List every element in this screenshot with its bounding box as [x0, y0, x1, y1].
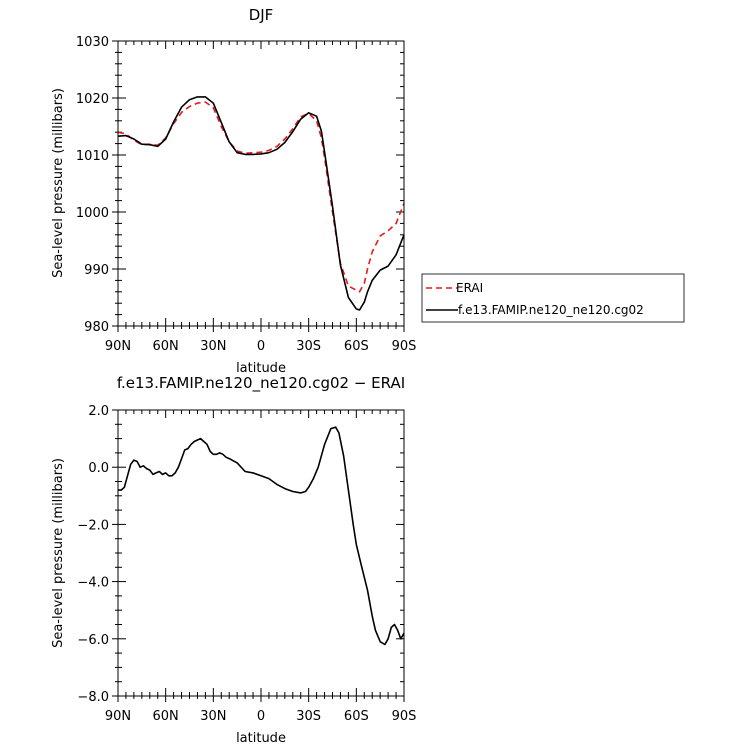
chart-title-bottom: f.e13.FAMIP.ne120_ne120.cg02 − ERAI: [117, 374, 405, 393]
x-axis-label-bottom: latitude: [236, 731, 286, 746]
y-tick-label: −8.0: [77, 690, 109, 705]
x-tick-label: 90N: [105, 709, 131, 724]
y-tick-label: −4.0: [77, 576, 109, 591]
series-line-top-0: [117, 101, 405, 293]
legend-label-model: f.e13.FAMIP.ne120_ne120.cg02: [458, 303, 644, 317]
legend: ERAI f.e13.FAMIP.ne120_ne120.cg02: [421, 273, 685, 323]
x-tick-label: 60N: [153, 709, 179, 724]
chart-title-top: DJF: [249, 6, 274, 24]
y-tick-label: −6.0: [77, 633, 109, 648]
axis-ticks-bottom: [112, 409, 405, 702]
x-tick-label: 0: [257, 339, 265, 354]
x-tick-label: 30S: [296, 709, 321, 724]
x-tick-label: 90S: [392, 709, 417, 724]
x-tick-label: 90S: [392, 339, 417, 354]
plot-frame-top: [117, 40, 405, 327]
x-tick-label: 30N: [200, 709, 226, 724]
y-tick-label: 1030: [76, 35, 109, 50]
y-tick-label: 1010: [76, 149, 109, 164]
series-line-top-1: [117, 96, 405, 311]
x-tick-labels-bottom: 90N 60N 30N 0 30S 60S 90S: [105, 709, 417, 724]
x-tick-labels-top: 90N 60N 30N 0 30S 60S 90S: [105, 339, 417, 354]
x-tick-label: 60S: [344, 709, 369, 724]
x-tick-label: 60N: [153, 339, 179, 354]
y-axis-label-bottom: Sea-level pressure (millibars): [51, 458, 66, 648]
y-tick-label: 1000: [76, 206, 109, 221]
series-line-bottom-0: [118, 426, 405, 646]
axis-ticks-top: [112, 40, 405, 332]
x-tick-label: 30N: [200, 339, 226, 354]
y-tick-labels-top: 980 990 1000 1010 1020 1030: [76, 35, 109, 335]
y-tick-label: 980: [84, 320, 109, 335]
series-lines-bottom: [118, 426, 405, 646]
y-tick-label: 990: [84, 263, 109, 278]
y-tick-label: −2.0: [77, 518, 109, 533]
chart-panel-bottom: f.e13.FAMIP.ne120_ne120.cg02 − ERAI Sea-…: [51, 374, 416, 746]
legend-box: [421, 273, 685, 323]
x-axis-label-top: latitude: [236, 361, 286, 376]
plot-frame-bottom: [117, 409, 405, 697]
x-tick-label: 90N: [105, 339, 131, 354]
y-tick-labels-bottom: −8.0 −6.0 −4.0 −2.0 0.0 2.0: [77, 404, 109, 705]
x-tick-label: 30S: [296, 339, 321, 354]
y-tick-label: 2.0: [88, 404, 109, 419]
y-axis-label-top: Sea-level pressure (millibars): [51, 88, 66, 278]
series-lines-top: [117, 96, 405, 311]
x-tick-label: 0: [257, 709, 265, 724]
x-tick-label: 60S: [344, 339, 369, 354]
y-tick-label: 1020: [76, 92, 109, 107]
legend-label-erai: ERAI: [456, 281, 483, 295]
y-tick-label: 0.0: [88, 461, 109, 476]
chart-panel-top: DJF Sea-level pressure (millibars) latit…: [51, 6, 416, 376]
